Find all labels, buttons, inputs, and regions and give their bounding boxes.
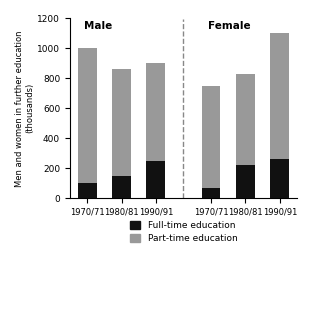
Y-axis label: Men and women in further education
(thousands): Men and women in further education (thou… bbox=[15, 30, 34, 187]
Bar bbox=[78, 48, 97, 198]
Text: Female: Female bbox=[207, 21, 250, 31]
Bar bbox=[202, 86, 221, 198]
Bar bbox=[146, 161, 165, 198]
Bar bbox=[270, 33, 289, 198]
Bar bbox=[270, 159, 289, 198]
Bar bbox=[146, 63, 165, 198]
Bar bbox=[236, 165, 255, 198]
Text: Male: Male bbox=[84, 21, 112, 31]
Bar bbox=[202, 188, 221, 198]
Bar bbox=[112, 176, 131, 198]
Bar bbox=[112, 70, 131, 198]
Legend: Full-time education, Part-time education: Full-time education, Part-time education bbox=[125, 217, 242, 248]
Bar bbox=[78, 183, 97, 198]
Bar bbox=[236, 74, 255, 198]
